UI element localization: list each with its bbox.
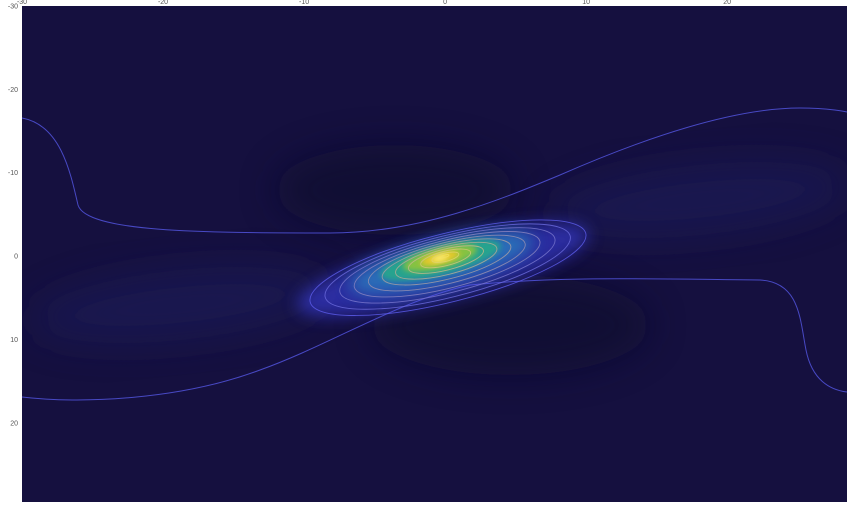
contour-ring (395, 241, 498, 280)
contour-ring (309, 219, 587, 316)
y-axis: -30 -20 -10 0 10 20 (8, 4, 18, 428)
x-tick-label: 10 (582, 0, 590, 6)
contour-ring (381, 238, 512, 286)
x-tick-label: 20 (723, 0, 731, 6)
contour-ring (367, 234, 526, 292)
y-tick-label: -30 (8, 4, 18, 11)
y-tick-label: 20 (10, 420, 18, 427)
y-tick-label: 10 (10, 337, 18, 344)
contour-ring (420, 248, 472, 269)
light-wing-right (550, 161, 847, 239)
y-tick-label: -20 (8, 87, 18, 94)
contour-ring (431, 251, 460, 263)
contour-ring (324, 223, 571, 310)
y-tick-label: 0 (14, 254, 18, 261)
x-tick-label: -30 (17, 0, 27, 6)
x-tick-label: -20 (158, 0, 168, 6)
heatmap-field (22, 107, 847, 401)
contour-ring (353, 231, 541, 298)
contour-ring (407, 245, 484, 274)
dark-lobe-upper (275, 145, 515, 235)
y-tick-label: -10 (8, 170, 18, 177)
contour-s-curve (22, 107, 847, 401)
x-tick-label: 0 (443, 0, 447, 6)
x-tick-label: -10 (299, 0, 309, 6)
x-axis: -30 -20 -10 0 10 20 (17, 0, 731, 6)
contour-ring (440, 254, 450, 259)
light-wing-left (30, 266, 330, 344)
